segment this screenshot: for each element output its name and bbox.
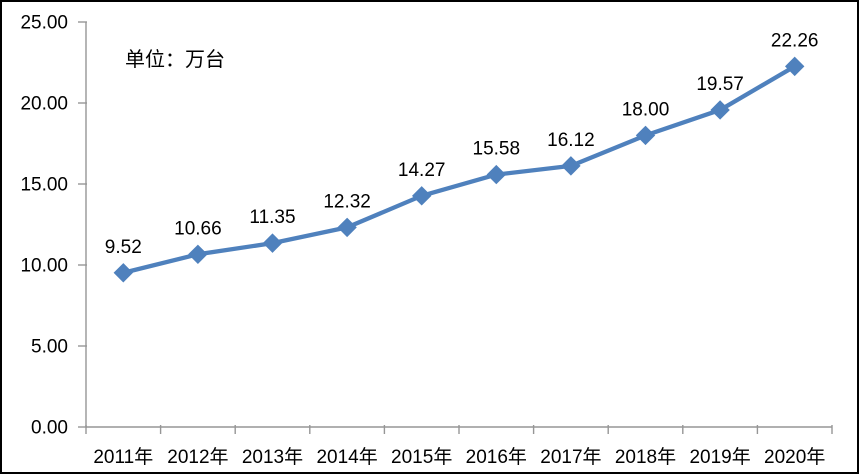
- x-axis-category-label: 2013年: [242, 446, 303, 468]
- data-point-marker: [635, 125, 656, 146]
- data-point-marker: [188, 244, 208, 265]
- x-axis-category-label: 2012年: [167, 446, 228, 468]
- series-line: [121, 64, 797, 275]
- y-axis-tick-label: 15.00: [20, 175, 68, 196]
- data-point-label: 14.27: [398, 160, 446, 181]
- y-axis-tick-label: 25.00: [20, 13, 68, 34]
- x-axis-category-label: 2020年: [764, 446, 825, 468]
- data-point-label: 12.32: [323, 191, 371, 212]
- data-point-marker: [411, 186, 432, 206]
- data-point-marker: [784, 56, 805, 77]
- x-axis-category-label: 2018年: [615, 446, 676, 468]
- data-point-label: 11.35: [249, 207, 295, 228]
- y-axis-tick-label: 5.00: [31, 337, 68, 358]
- x-axis-category-label: 2011年: [93, 446, 153, 468]
- data-point-marker: [561, 156, 581, 176]
- data-point-marker: [486, 164, 507, 185]
- data-point-label: 18.00: [622, 99, 670, 120]
- data-point-label: 9.52: [105, 237, 142, 258]
- data-point-label: 19.57: [696, 74, 744, 95]
- data-point-marker: [710, 100, 730, 120]
- data-point-label: 22.26: [771, 30, 819, 51]
- x-axis-category-label: 2014年: [316, 446, 377, 468]
- data-point-marker: [113, 263, 134, 283]
- data-point-label: 10.66: [174, 218, 222, 239]
- y-axis-tick-label: 20.00: [20, 94, 68, 115]
- y-axis-tick-label: 10.00: [20, 256, 68, 277]
- x-axis-category-label: 2016年: [466, 446, 527, 468]
- x-axis-category-label: 2019年: [689, 446, 750, 468]
- x-axis-category-label: 2017年: [540, 446, 601, 468]
- data-point-label: 15.58: [473, 139, 521, 160]
- unit-label: 单位：万台: [125, 48, 225, 71]
- y-axis-tick-label: 0.00: [31, 418, 68, 439]
- data-point-marker: [262, 233, 283, 253]
- x-axis-category-label: 2015年: [391, 446, 452, 468]
- data-point-label: 16.12: [547, 130, 595, 151]
- data-point-marker: [337, 217, 357, 238]
